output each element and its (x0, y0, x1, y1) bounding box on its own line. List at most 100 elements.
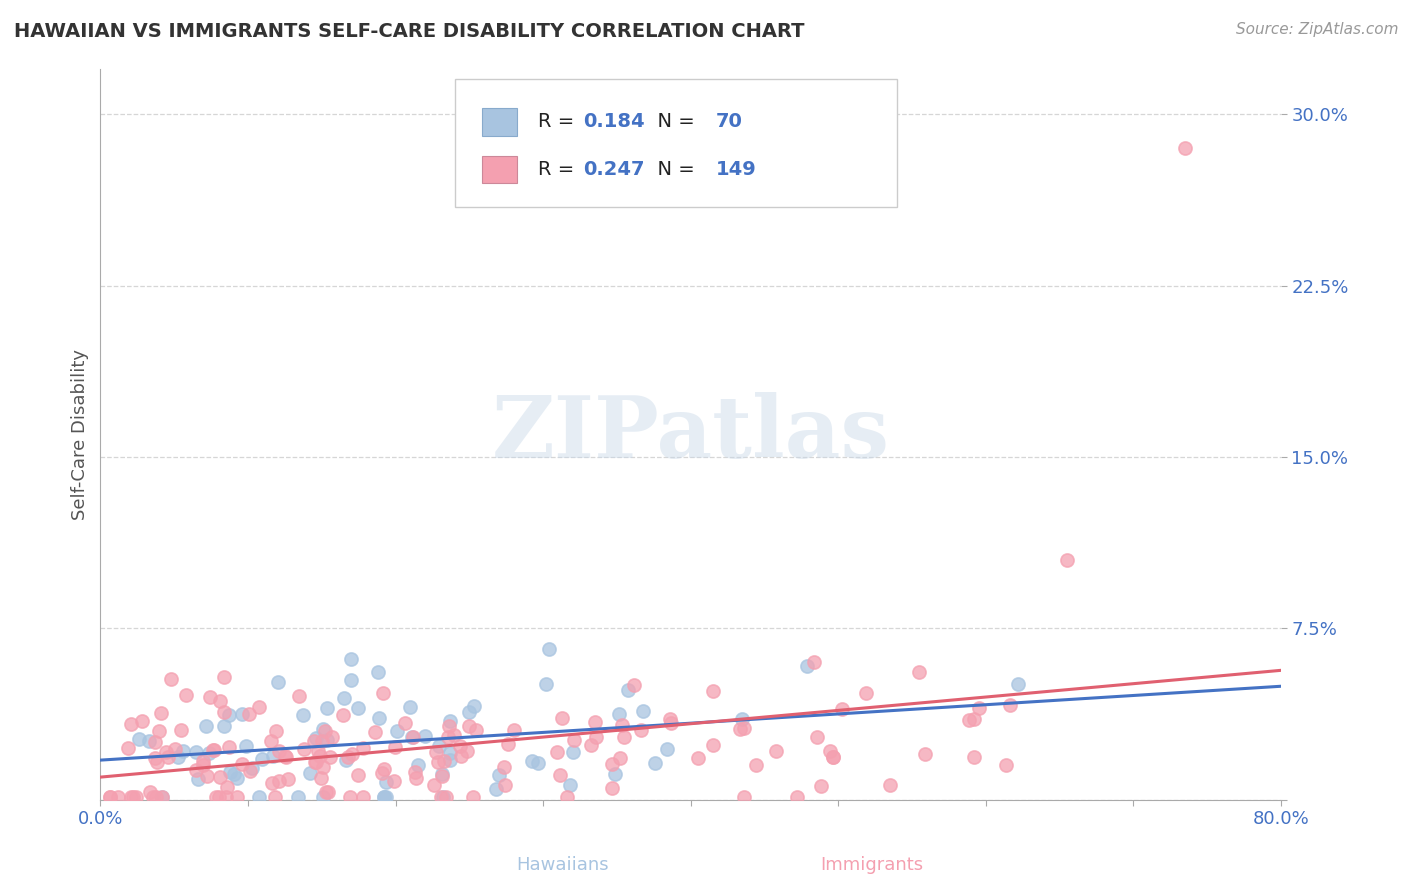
Point (526, 756, 548, 770)
Point (607, 707, 630, 722)
Point (730, 712, 752, 726)
Point (613, 731, 636, 745)
Text: ZIPatlas: ZIPatlas (492, 392, 890, 476)
Point (963, 750, 986, 764)
Point (122, 790, 145, 805)
Point (347, 700, 370, 714)
Point (994, 758, 1017, 772)
Text: 149: 149 (716, 160, 756, 179)
Point (402, 730, 425, 744)
Point (143, 750, 166, 764)
Point (908, 665, 931, 680)
Point (165, 742, 187, 756)
Point (260, 733, 283, 747)
Point (602, 781, 624, 796)
Text: R =: R = (538, 112, 581, 131)
Point (240, 761, 263, 775)
Point (1174, 141, 1197, 155)
Point (562, 745, 585, 759)
Point (120, 790, 142, 805)
Point (170, 723, 193, 737)
Point (202, 743, 225, 757)
Point (212, 705, 235, 719)
Point (450, 748, 472, 763)
Point (534, 677, 557, 691)
Point (745, 758, 768, 772)
Point (340, 747, 363, 761)
Point (100, 790, 122, 805)
Point (430, 790, 453, 805)
Point (311, 734, 333, 748)
Point (585, 730, 607, 744)
Point (267, 744, 290, 758)
Point (231, 707, 253, 722)
Point (304, 731, 326, 746)
Point (434, 790, 457, 805)
Point (385, 723, 408, 738)
Point (786, 790, 808, 805)
Point (262, 775, 284, 789)
Point (394, 716, 416, 731)
Text: Immigrants: Immigrants (820, 855, 924, 873)
Point (292, 708, 315, 723)
Point (219, 765, 242, 780)
Text: N =: N = (644, 112, 700, 131)
Point (117, 740, 139, 755)
Point (239, 764, 262, 778)
Point (287, 790, 309, 805)
Point (333, 690, 356, 705)
Point (644, 756, 666, 770)
Point (314, 724, 336, 739)
Point (823, 749, 845, 764)
Point (688, 751, 710, 765)
Point (225, 771, 247, 785)
Point (231, 757, 253, 772)
Point (430, 766, 453, 780)
Text: 0.247: 0.247 (583, 160, 645, 179)
Point (404, 765, 426, 780)
Text: Hawaiians: Hawaiians (516, 855, 609, 873)
Point (659, 713, 682, 727)
Point (209, 770, 232, 784)
Point (371, 766, 394, 780)
Point (855, 686, 877, 700)
Point (364, 724, 387, 739)
Point (294, 741, 316, 756)
Point (150, 706, 173, 720)
Point (172, 744, 194, 758)
Text: 70: 70 (716, 112, 742, 131)
Point (963, 712, 986, 726)
Point (148, 723, 170, 738)
Point (298, 765, 321, 780)
Point (803, 655, 825, 669)
Point (224, 767, 246, 781)
Point (340, 673, 363, 688)
Point (492, 760, 515, 774)
Point (312, 790, 335, 805)
FancyBboxPatch shape (482, 155, 517, 183)
Point (439, 714, 461, 728)
Point (302, 734, 325, 748)
Point (198, 746, 221, 760)
Point (485, 781, 508, 796)
Point (823, 750, 845, 764)
Point (562, 733, 585, 747)
Point (250, 751, 273, 765)
Point (288, 690, 311, 704)
Point (555, 790, 578, 805)
Point (702, 738, 724, 752)
Point (308, 749, 330, 764)
Point (205, 790, 228, 805)
Point (957, 714, 980, 728)
Point (623, 677, 645, 691)
Point (399, 700, 422, 714)
Point (547, 745, 569, 759)
Point (818, 744, 841, 758)
Text: 0.184: 0.184 (583, 112, 645, 131)
Point (728, 722, 751, 736)
Point (264, 724, 287, 739)
Point (305, 756, 328, 770)
Point (309, 771, 332, 785)
Point (311, 760, 333, 774)
Point (339, 790, 361, 805)
